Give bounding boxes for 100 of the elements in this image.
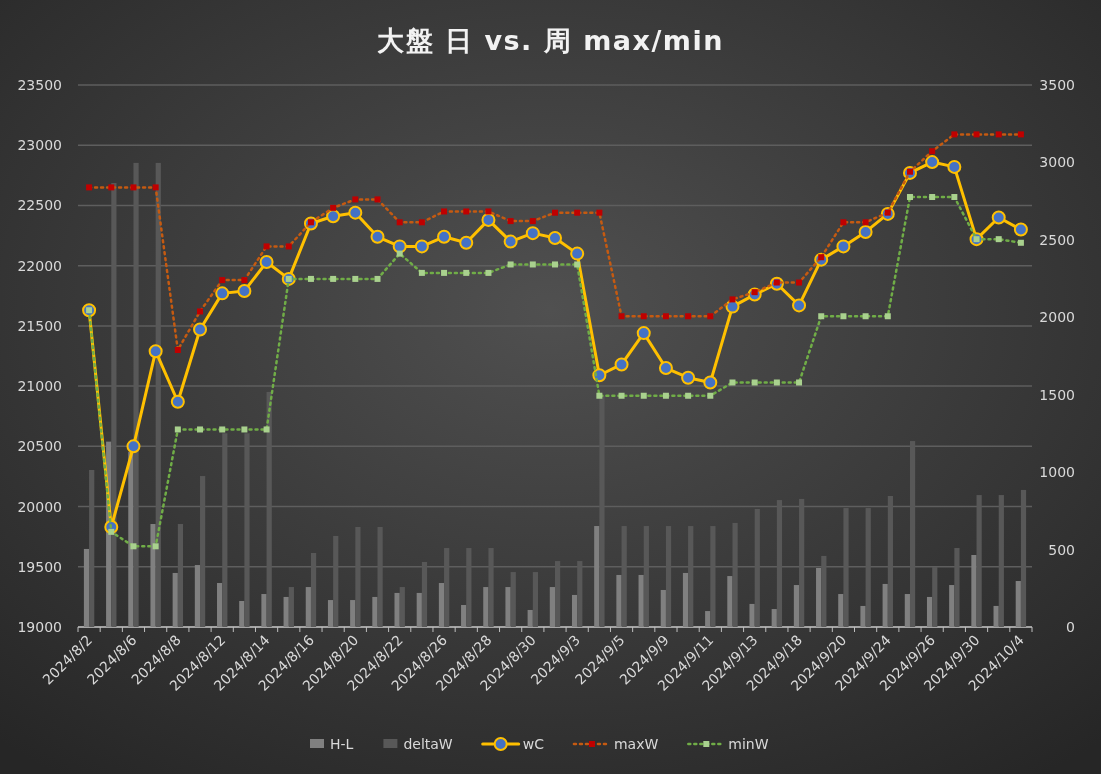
- y2-tick-label: 2500: [1039, 231, 1075, 248]
- point: [148, 344, 163, 359]
- bar: [399, 587, 405, 627]
- bar: [527, 609, 533, 627]
- bar: [350, 600, 356, 627]
- point: [170, 394, 185, 409]
- y2-tick-label: 0: [1066, 619, 1075, 635]
- bar: [660, 589, 666, 627]
- point: [658, 361, 673, 376]
- y-tick-label: 23000: [17, 137, 62, 154]
- bar: [239, 600, 245, 627]
- bar: [904, 594, 910, 627]
- y2-tick-label: 1000: [1039, 464, 1075, 481]
- bar: [949, 585, 955, 627]
- bar: [838, 594, 844, 627]
- bar: [416, 592, 422, 627]
- bar: [705, 611, 711, 627]
- point: [947, 159, 962, 174]
- bar: [638, 574, 644, 627]
- point: [858, 224, 873, 239]
- bar: [150, 524, 156, 627]
- y-tick-label: 20000: [17, 498, 62, 515]
- point: [925, 155, 940, 170]
- bar: [816, 568, 822, 627]
- bar: [327, 600, 334, 627]
- y2-tick-label: 3000: [1039, 154, 1075, 171]
- y-tick-label: 19500: [17, 558, 62, 575]
- y2-tick-label: 3500: [1039, 77, 1075, 93]
- y-tick-label: 22500: [17, 197, 62, 214]
- point: [215, 286, 230, 301]
- bar: [682, 572, 689, 627]
- y2-tick-label: 500: [1048, 541, 1075, 558]
- legend-label: wC: [522, 736, 545, 752]
- bar: [616, 574, 622, 627]
- point: [525, 226, 540, 241]
- point: [703, 375, 718, 390]
- bar: [860, 605, 866, 627]
- point: [792, 298, 807, 313]
- y2-tick-label: 2000: [1039, 309, 1075, 326]
- point: [459, 235, 474, 250]
- bar: [749, 603, 755, 627]
- y2-tick-label: 1500: [1039, 386, 1075, 403]
- bar: [372, 596, 378, 627]
- point: [570, 246, 585, 261]
- bar: [882, 583, 888, 627]
- legend-label: H-L: [330, 736, 354, 752]
- bar: [217, 583, 223, 627]
- point: [193, 322, 208, 337]
- bar: [727, 576, 733, 627]
- bar: [261, 594, 267, 627]
- bar: [971, 554, 977, 627]
- bar: [194, 565, 201, 627]
- y-tick-label: 21000: [17, 378, 62, 395]
- point: [991, 210, 1006, 225]
- point: [348, 205, 363, 220]
- point: [414, 239, 429, 254]
- bar: [926, 596, 933, 627]
- y-tick-label: 23500: [17, 77, 62, 93]
- bar: [438, 583, 445, 627]
- bar: [771, 609, 777, 627]
- y-tick-label: 19000: [17, 619, 62, 635]
- point: [481, 212, 496, 227]
- bar: [532, 572, 539, 627]
- bar: [305, 587, 311, 627]
- bar: [172, 572, 178, 627]
- legend-label: deltaW: [403, 736, 453, 752]
- y-tick-label: 22000: [17, 257, 62, 274]
- point: [437, 229, 452, 244]
- point: [126, 439, 141, 454]
- point: [392, 239, 407, 254]
- point: [503, 234, 518, 249]
- bar: [394, 592, 400, 627]
- legend-label: minW: [728, 736, 769, 752]
- bar: [993, 605, 999, 627]
- point: [370, 229, 385, 244]
- point: [836, 239, 851, 254]
- point: [326, 209, 341, 224]
- point: [259, 255, 274, 270]
- point: [681, 370, 696, 385]
- chart-title: 大盤 日 vs. 周 max/min: [377, 25, 724, 56]
- bar: [510, 572, 516, 627]
- bar: [461, 605, 467, 627]
- y-tick-label: 21500: [17, 317, 62, 334]
- legend-label: maxW: [613, 736, 659, 752]
- bar: [505, 587, 511, 627]
- bar: [1015, 581, 1021, 627]
- y-tick-label: 20500: [17, 438, 62, 455]
- bar: [83, 548, 90, 627]
- bar: [793, 585, 800, 627]
- point: [237, 283, 252, 298]
- bar: [571, 594, 578, 627]
- bar: [549, 587, 555, 627]
- bar: [288, 587, 294, 627]
- bar: [594, 526, 600, 627]
- point: [636, 326, 651, 341]
- point: [1013, 222, 1028, 237]
- bar: [283, 596, 289, 627]
- point: [548, 230, 562, 245]
- point: [614, 357, 629, 372]
- bar: [483, 587, 489, 627]
